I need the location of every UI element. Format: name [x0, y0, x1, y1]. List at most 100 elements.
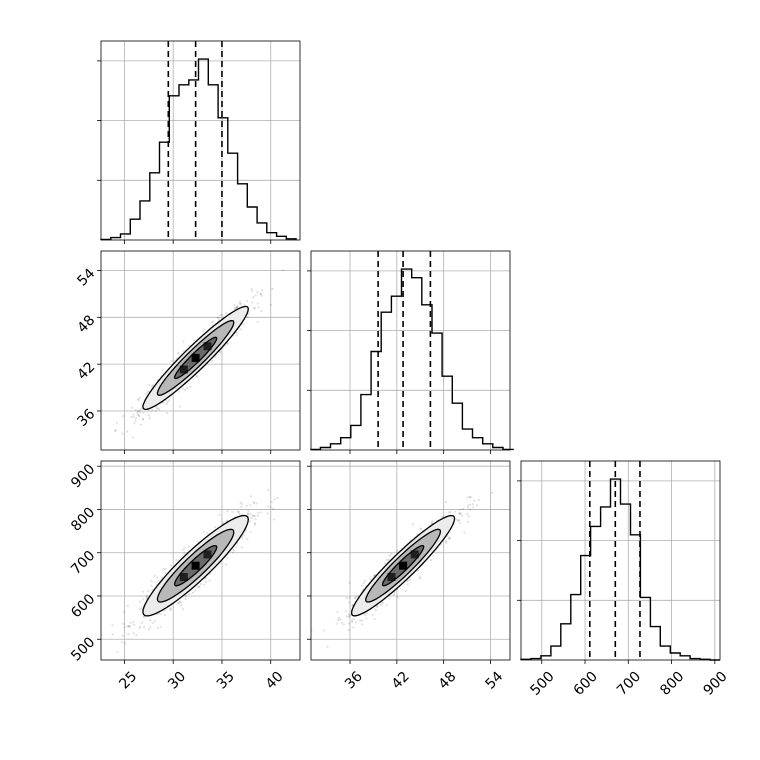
sample-point: [388, 597, 391, 600]
sample-point: [146, 391, 149, 394]
sample-point: [396, 596, 399, 599]
sample-point: [260, 294, 263, 297]
sample-point: [140, 403, 143, 406]
sample-point: [457, 519, 460, 523]
sample-point: [180, 601, 183, 604]
sample-point: [269, 303, 272, 306]
sample-point: [404, 589, 407, 593]
sample-point: [256, 291, 259, 294]
sample-point: [259, 511, 262, 514]
sample-point: [203, 328, 206, 331]
sample-point: [247, 312, 250, 315]
sample-point: [148, 383, 151, 386]
sample-point: [311, 629, 313, 632]
sample-point: [251, 301, 254, 304]
sample-point: [417, 569, 420, 572]
sample-point: [236, 306, 239, 309]
sample-point: [159, 613, 162, 616]
sample-point: [359, 619, 362, 622]
sample-point: [178, 405, 181, 408]
sample-point: [467, 504, 470, 507]
x-tick-label: 25: [116, 669, 140, 693]
sample-point: [131, 406, 134, 409]
sample-point: [459, 522, 462, 525]
sample-point: [242, 323, 245, 326]
sample-point: [177, 351, 180, 355]
sample-point: [406, 583, 409, 586]
axes-frame: [310, 250, 511, 451]
sample-point: [491, 491, 494, 494]
density-cell: [191, 561, 200, 570]
density-cell: [179, 573, 188, 581]
sample-point: [458, 512, 462, 515]
sample-point: [150, 584, 153, 587]
sample-point: [351, 620, 354, 624]
sample-point: [216, 316, 220, 319]
sample-point: [260, 309, 263, 312]
sample-point: [139, 625, 142, 628]
sample-point: [235, 334, 238, 337]
sample-point: [345, 610, 348, 613]
sample-point: [249, 504, 252, 507]
sample-point: [128, 625, 131, 628]
histogram-0: [100, 58, 297, 241]
sample-point: [129, 621, 132, 624]
sample-point: [147, 414, 150, 417]
sample-point: [177, 601, 180, 604]
sample-point: [238, 302, 241, 305]
sample-point: [181, 608, 185, 611]
sample-point: [371, 613, 374, 617]
sample-point: [448, 537, 451, 540]
sample-point: [159, 625, 162, 628]
sample-point: [142, 411, 145, 414]
sample-point: [374, 609, 377, 612]
density-cell: [410, 550, 419, 559]
sample-point: [182, 350, 185, 353]
panel-hist-0: [97, 40, 301, 244]
sample-point: [232, 549, 235, 552]
sample-point: [253, 307, 256, 310]
sample-point: [111, 624, 114, 627]
sample-point: [248, 520, 252, 523]
sample-point: [419, 528, 423, 531]
sample-point: [166, 411, 169, 415]
sample-point: [381, 601, 384, 604]
sample-point: [155, 406, 158, 409]
sample-point: [133, 422, 136, 425]
y-tick-label: 700: [68, 548, 98, 578]
sample-point: [322, 629, 325, 632]
sample-point: [366, 612, 369, 615]
sample-point: [381, 602, 384, 605]
sample-point: [254, 294, 257, 297]
x-tick-label: 40: [263, 669, 287, 693]
sample-point: [217, 317, 220, 320]
sample-point: [143, 626, 146, 629]
sample-point: [236, 510, 239, 513]
sample-point: [361, 623, 364, 626]
sample-point: [238, 300, 241, 303]
sample-point: [252, 296, 255, 299]
y-tick-label: 600: [68, 591, 98, 621]
sample-point: [131, 436, 134, 439]
sample-point: [348, 596, 351, 599]
sample-point: [136, 411, 139, 414]
sample-point: [351, 604, 354, 607]
sample-point: [235, 331, 238, 335]
sample-point: [192, 339, 196, 342]
sample-point: [253, 307, 256, 310]
sample-point: [475, 504, 479, 507]
sample-point: [166, 401, 169, 404]
sample-point: [181, 387, 185, 390]
sample-point: [175, 559, 178, 562]
sample-point: [114, 429, 117, 432]
y-tick-label: 900: [68, 461, 98, 491]
sample-point: [281, 269, 284, 272]
sample-point: [169, 564, 173, 567]
sample-point: [431, 520, 434, 523]
sample-point: [206, 532, 209, 535]
sample-point: [121, 641, 124, 644]
sample-point: [134, 409, 137, 412]
panel-content: [114, 269, 284, 439]
sample-point: [150, 580, 153, 583]
sample-point: [392, 593, 396, 596]
